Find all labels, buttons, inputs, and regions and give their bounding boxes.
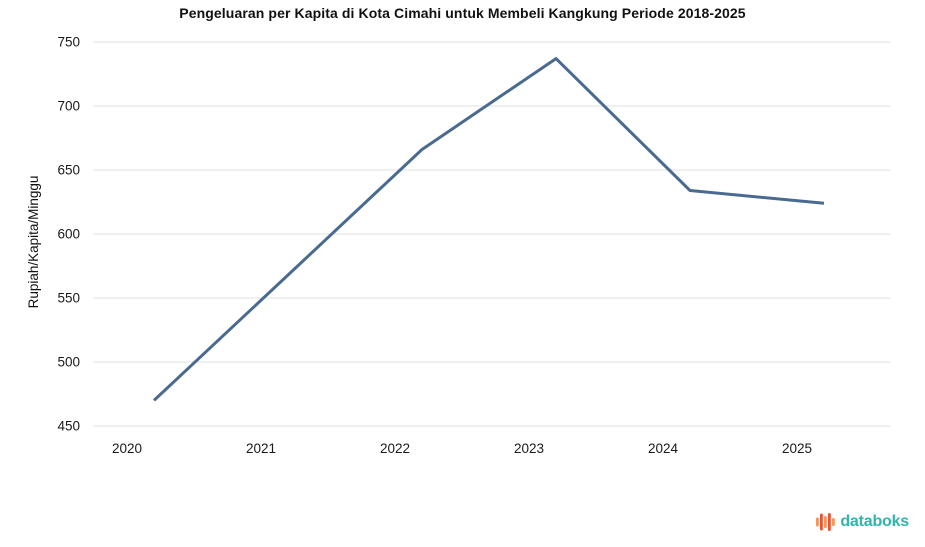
logo-bar [828,513,832,531]
x-tick-label: 2022 [380,441,410,456]
x-tick-label: 2021 [246,441,276,456]
logo-bar [832,518,836,526]
databoks-logo-icon [816,513,836,531]
y-tick-label: 650 [57,163,80,178]
y-tick-label: 550 [57,291,80,306]
y-tick-label: 700 [57,99,80,114]
y-axis-title: Rupiah/Kapita/Minggu [26,176,41,309]
databoks-logo[interactable]: databoks [815,511,909,533]
databoks-logo-text: databoks [840,513,909,530]
chart-title: Pengeluaran per Kapita di Kota Cimahi un… [179,5,746,21]
logo-bar [824,516,828,528]
x-tick-label: 2020 [112,441,142,456]
y-tick-label: 750 [57,35,80,50]
data-line [152,57,825,402]
logo-bar [816,517,820,527]
y-tick-label: 450 [57,419,80,434]
y-tick-label: 500 [57,355,80,370]
logo-bar [820,513,824,531]
x-tick-label: 2023 [514,441,544,456]
x-tick-label: 2024 [648,441,679,456]
y-tick-label: 600 [57,227,80,242]
x-tick-label: 2025 [782,441,812,456]
